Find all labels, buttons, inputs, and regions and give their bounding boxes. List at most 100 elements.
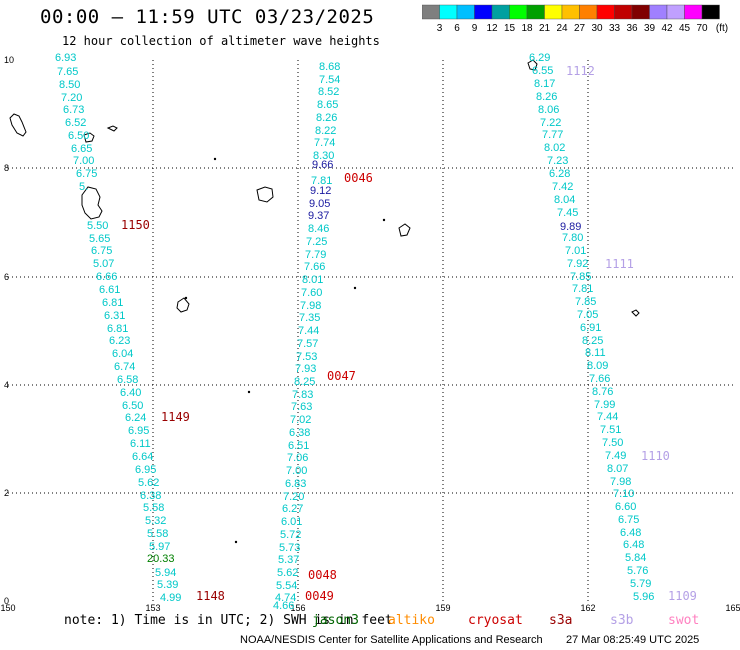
wave-height-value: 6.64 — [132, 451, 153, 463]
island-dot — [247, 390, 251, 394]
wave-height-value: 6.24 — [125, 412, 146, 424]
wave-height-value: 5.94 — [155, 567, 176, 579]
colorbar-tick: 45 — [679, 23, 691, 34]
wave-height-value: 5.76 — [627, 565, 648, 577]
wave-height-value: 6.93 — [55, 52, 76, 64]
wave-height-value: 5.07 — [93, 258, 114, 270]
y-tick-label: 4 — [4, 380, 9, 390]
wave-height-value: 5.58 — [147, 528, 168, 540]
wave-height-value: 7.25 — [306, 236, 327, 248]
wave-height-value-high: 9.05 — [309, 198, 330, 210]
wave-height-value: 7.63 — [291, 401, 312, 413]
wave-height-value: 6.81 — [107, 323, 128, 335]
wave-height-value: 7.20 — [283, 491, 304, 503]
wave-height-value: 5. — [79, 181, 88, 193]
wave-height-value: 6.27 — [282, 503, 303, 515]
satellite-tracks: 6.937.658.507.206.736.526.506.657.006.75… — [55, 52, 654, 612]
wave-height-value: 6.74 — [114, 361, 135, 373]
wave-height-value: 8.11 — [585, 347, 606, 359]
wave-height-value: 6.73 — [63, 104, 84, 116]
wave-height-value: 6.51 — [288, 440, 309, 452]
wave-height-value: 7.50 — [602, 437, 623, 449]
pass-time-label: 0049 — [305, 589, 334, 603]
island-dot — [213, 157, 217, 161]
island-outline — [256, 186, 274, 203]
wave-height-value: 8.25 — [294, 376, 315, 388]
wave-height-value: 7.49 — [605, 450, 626, 462]
wave-height-value: 6.01 — [281, 516, 302, 528]
wave-height-value: 7.81 — [572, 283, 593, 295]
island-dot — [184, 296, 188, 300]
colorbar-legend: 3 6 9 12 15 18 21 24 27 30 33 36 39 42 45 70 (ft) — [422, 4, 728, 34]
wave-height-value: 6.52 — [65, 117, 86, 129]
pass-time-label: 0047 — [327, 369, 356, 383]
island-outline — [398, 223, 411, 237]
wave-height-value: 7.54 — [319, 74, 340, 86]
wave-height-value: 4.99 — [160, 592, 181, 604]
wave-height-value: 7.77 — [542, 129, 563, 141]
wave-height-value: 8.30 — [313, 150, 334, 162]
wave-height-value: 6.23 — [109, 335, 130, 347]
x-tick-label: 159 — [435, 603, 450, 612]
wave-height-value: 6.04 — [112, 348, 133, 360]
pass-time-label: 1109 — [668, 589, 697, 603]
wave-height-value: 6.48 — [623, 539, 644, 551]
axis-labels: 150 153 156 159 162 165 0 2 4 6 8 10 — [0, 55, 740, 612]
wave-height-value: 4.66 — [273, 600, 294, 612]
wave-height-value: 7.45 — [557, 207, 578, 219]
wave-height-value: 8.46 — [308, 223, 329, 235]
wave-height-value: 6.38 — [289, 427, 310, 439]
wave-height-value: 7.35 — [299, 312, 320, 324]
colorbar-tick: 36 — [626, 23, 638, 34]
island-outline — [527, 59, 538, 71]
wave-height-value: 6.31 — [104, 310, 125, 322]
wave-height-value: 8.17 — [534, 78, 555, 90]
wave-height-value: 7.10 — [613, 488, 634, 500]
island-dot — [353, 286, 357, 290]
wave-height-value: 7.98 — [610, 476, 631, 488]
wave-height-value: 6.81 — [102, 297, 123, 309]
wave-height-value: 5.39 — [157, 579, 178, 591]
wave-height-value: 5.72 — [280, 529, 301, 541]
island-outline — [176, 297, 190, 313]
colorbar-tick: 24 — [556, 23, 568, 34]
wave-height-value: 6.75 — [618, 514, 639, 526]
wave-height-value: 8.26 — [316, 112, 337, 124]
wave-height-value: 7.66 — [589, 373, 610, 385]
wave-height-value: 4.74 — [275, 592, 296, 604]
wave-height-value: 8.01 — [302, 274, 323, 286]
island-outline — [9, 113, 27, 137]
wave-height-value: 7.66 — [304, 261, 325, 273]
wave-height-value: 7.53 — [296, 351, 317, 363]
wave-height-value: 6.11 — [130, 438, 151, 450]
wave-height-value-high: 9.37 — [308, 210, 329, 222]
wave-height-value-high: 9.66 — [312, 159, 333, 171]
wave-height-value: 8.76 — [592, 386, 613, 398]
wave-height-value: 7.22 — [540, 117, 561, 129]
wave-height-value: 8.26 — [536, 91, 557, 103]
high-value-points: 9.66 9.129.059.37 9.89 20.33 — [147, 159, 581, 565]
colorbar-unit: (ft) — [716, 23, 728, 34]
wave-height-value: 7.05 — [577, 309, 598, 321]
x-tick-label: 156 — [290, 603, 305, 612]
wave-height-value: 6.95 — [128, 425, 149, 437]
wave-height-value: 8.25 — [582, 335, 603, 347]
wave-height-value: 8.68 — [319, 61, 340, 73]
grid-lines — [8, 60, 733, 601]
note-text: note: 1) Time is in UTC; 2) SWH is in fe… — [64, 613, 393, 628]
y-tick-label: 10 — [4, 55, 14, 65]
wave-height-value: 6.60 — [615, 501, 636, 513]
wave-height-value: 7.83 — [292, 389, 313, 401]
island-outline — [631, 309, 640, 317]
wave-height-value: 6.66 — [96, 271, 117, 283]
legend-item-swot: swot — [668, 613, 700, 628]
colorbar-tick: 9 — [472, 23, 478, 34]
page-title: 00:00 – 11:59 UTC 03/23/2025 — [40, 6, 375, 28]
wave-height-value: 7.02 — [290, 414, 311, 426]
wave-height-value: 6.38 — [140, 490, 161, 502]
wave-height-value: 6.29 — [529, 52, 550, 64]
x-tick-label: 150 — [0, 603, 15, 612]
wave-height-value: 6.83 — [285, 478, 306, 490]
wave-height-value: 5.79 — [630, 578, 651, 590]
wave-height-value: 8.02 — [544, 142, 565, 154]
